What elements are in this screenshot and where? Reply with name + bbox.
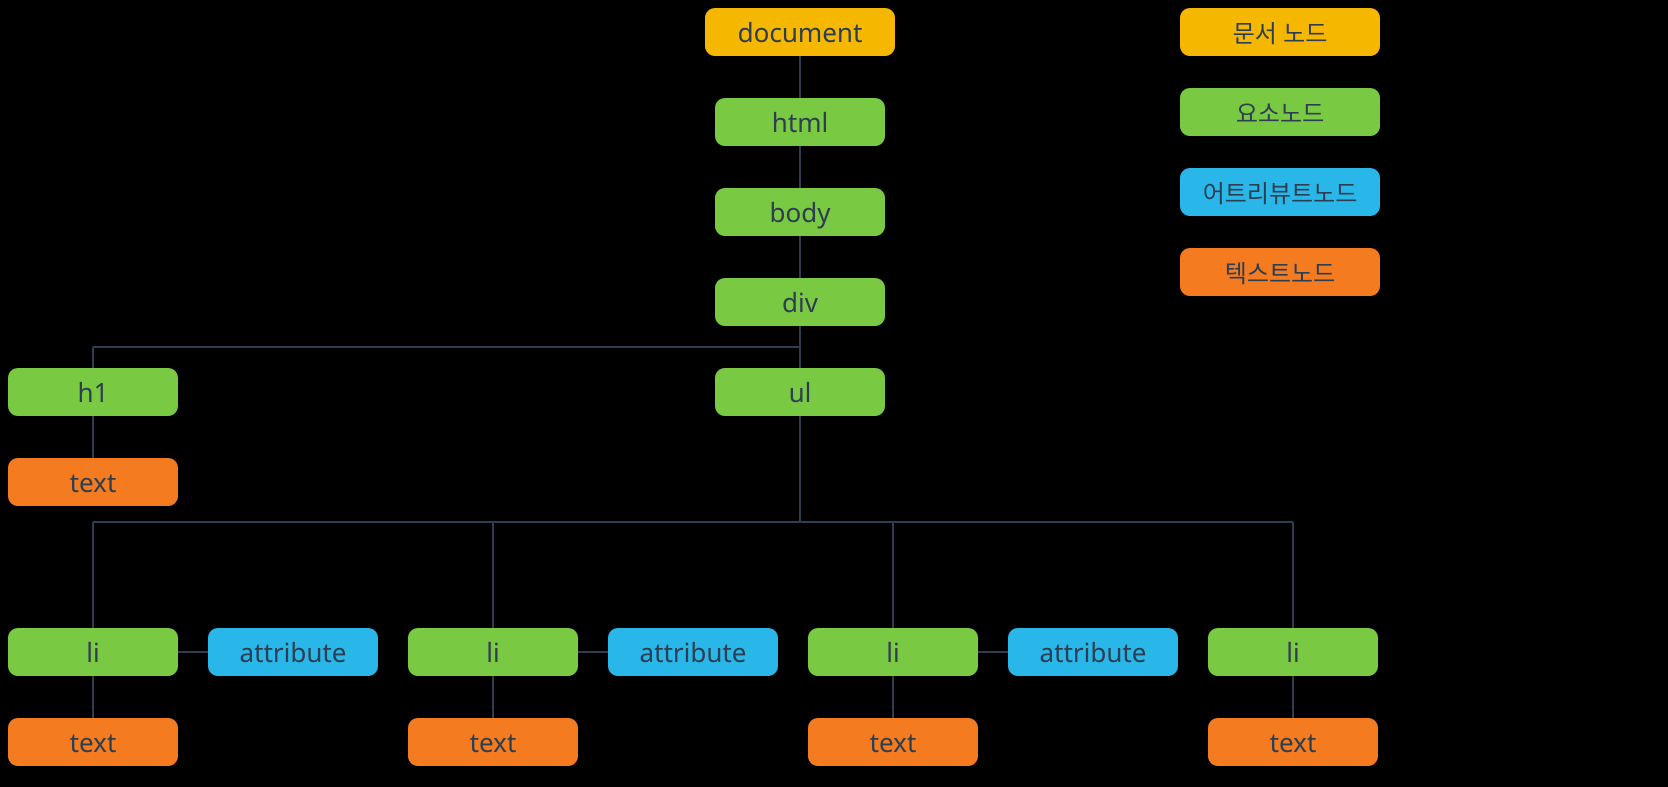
tree-node-label: document bbox=[738, 14, 863, 50]
legend-item: 텍스트노드 bbox=[1180, 248, 1380, 296]
tree-node-text1: text bbox=[8, 718, 178, 766]
tree-node-text2: text bbox=[408, 718, 578, 766]
tree-node-html: html bbox=[715, 98, 885, 146]
tree-node-h1: h1 bbox=[8, 368, 178, 416]
tree-node-label: text bbox=[1270, 724, 1317, 760]
tree-node-label: attribute bbox=[1040, 634, 1147, 670]
tree-node-label: body bbox=[770, 194, 831, 230]
tree-node-label: li bbox=[886, 634, 899, 670]
tree-node-body: body bbox=[715, 188, 885, 236]
tree-node-li1: li bbox=[8, 628, 178, 676]
tree-node-li2: li bbox=[408, 628, 578, 676]
legend-item-label: 요소노드 bbox=[1236, 94, 1324, 130]
tree-node-li4: li bbox=[1208, 628, 1378, 676]
legend-item-label: 텍스트노드 bbox=[1225, 254, 1335, 290]
tree-node-label: text bbox=[70, 724, 117, 760]
tree-node-div: div bbox=[715, 278, 885, 326]
tree-node-label: h1 bbox=[78, 374, 109, 410]
tree-node-attr3: attribute bbox=[1008, 628, 1178, 676]
tree-node-label: text bbox=[470, 724, 517, 760]
legend-item-label: 어트리뷰트노드 bbox=[1203, 174, 1358, 210]
tree-node-attr1: attribute bbox=[208, 628, 378, 676]
tree-node-text3: text bbox=[808, 718, 978, 766]
tree-node-ul: ul bbox=[715, 368, 885, 416]
tree-node-attr2: attribute bbox=[608, 628, 778, 676]
tree-node-label: div bbox=[782, 284, 818, 320]
tree-node-label: text bbox=[870, 724, 917, 760]
tree-node-text4: text bbox=[1208, 718, 1378, 766]
tree-node-label: li bbox=[486, 634, 499, 670]
tree-node-label: attribute bbox=[640, 634, 747, 670]
legend-item: 요소노드 bbox=[1180, 88, 1380, 136]
legend-item: 어트리뷰트노드 bbox=[1180, 168, 1380, 216]
tree-node-li3: li bbox=[808, 628, 978, 676]
tree-node-label: html bbox=[772, 104, 828, 140]
tree-node-h1_text: text bbox=[8, 458, 178, 506]
tree-node-document: document bbox=[705, 8, 895, 56]
tree-node-label: text bbox=[70, 464, 117, 500]
tree-node-label: ul bbox=[789, 374, 812, 410]
tree-node-label: attribute bbox=[240, 634, 347, 670]
legend-item-label: 문서 노드 bbox=[1233, 14, 1328, 50]
tree-node-label: li bbox=[86, 634, 99, 670]
tree-node-label: li bbox=[1286, 634, 1299, 670]
legend-item: 문서 노드 bbox=[1180, 8, 1380, 56]
